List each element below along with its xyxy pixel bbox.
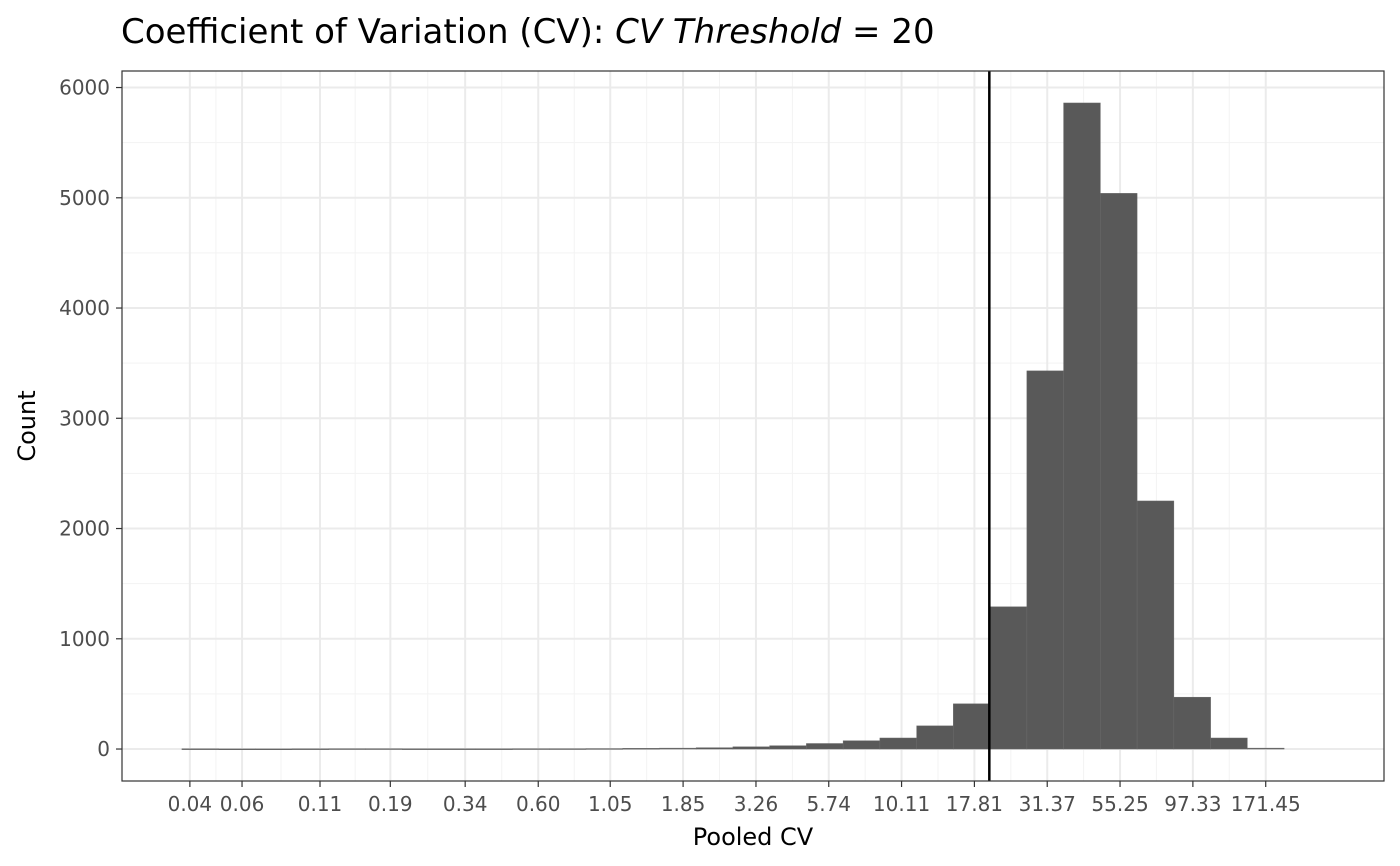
histogram-bar [402,748,440,750]
histogram-bar [255,748,293,750]
histogram-bar [1247,747,1285,750]
y-tick-label: 4000 [59,296,110,320]
x-tick-label: 171.45 [1231,792,1301,816]
x-tick-label: 0.04 [168,792,213,816]
grid-lines [122,71,1384,781]
histogram-bar [879,737,917,750]
x-tick-label: 55.25 [1091,792,1148,816]
y-tick-label: 0 [97,737,110,761]
x-tick-label: 0.19 [368,792,413,816]
x-axis-title: Pooled CV [693,823,814,851]
y-axis-title: Count [13,390,41,461]
histogram-bar [475,748,513,750]
x-tick-label: 31.37 [1019,792,1076,816]
chart-title-prefix: Coefficient of Variation (CV): [121,12,615,52]
x-tick-label: 3.26 [734,792,779,816]
panel-border [121,70,1385,782]
histogram-bar [1063,102,1101,750]
histogram-bar [806,743,844,750]
histogram-bar [1026,370,1064,750]
histogram-bar [181,748,219,750]
histogram-bar [365,748,403,750]
x-tick-label: 0.60 [516,792,561,816]
x-tick-label: 10.11 [873,792,930,816]
x-axis: 0.04 0.06 0.11 0.19 0.34 0.60 1.05 1.85 3.26 5.74… [168,781,1301,816]
histogram-bar [585,748,623,750]
histogram-bar [512,748,550,750]
x-tick-label: 97.33 [1164,792,1221,816]
x-tick-label: 0.34 [443,792,488,816]
histogram-bar [769,745,807,750]
histogram-bars [181,102,1285,750]
x-tick-label: 0.11 [298,792,343,816]
x-tick-label: 17.81 [946,792,1003,816]
y-tick-label: 6000 [59,76,110,100]
y-axis: 0 1000 2000 3000 4000 5000 6000 [59,76,122,761]
y-tick-label: 3000 [59,406,110,430]
histogram-bar [1100,193,1138,750]
histogram-bar [218,748,256,750]
histogram-bar [1210,737,1248,750]
histogram-bar [989,606,1028,750]
histogram-bar [1173,696,1211,750]
histogram-bar [328,748,366,750]
histogram-bar [548,748,587,750]
y-tick-label: 5000 [59,186,110,210]
chart-title-suffix: = 20 [841,12,934,52]
chart-title-italic: CV Threshold [615,12,842,52]
histogram-bar [1136,500,1175,750]
histogram-bar [291,748,330,750]
histogram-bar [953,703,991,750]
x-tick-label: 1.05 [588,792,633,816]
y-tick-label: 2000 [59,517,110,541]
chart-title: Coefficient of Variation (CV): CV Thresh… [121,12,935,52]
histogram-bar [659,747,697,750]
histogram-bar [622,748,660,750]
histogram-bar [695,747,734,750]
x-tick-label: 0.06 [220,792,265,816]
histogram-bar [842,740,881,750]
histogram-bar [732,746,770,750]
x-tick-label: 1.85 [661,792,706,816]
y-tick-label: 1000 [59,627,110,651]
histogram-bar [438,748,476,750]
histogram-bar [916,725,954,750]
x-tick-label: 5.74 [806,792,851,816]
